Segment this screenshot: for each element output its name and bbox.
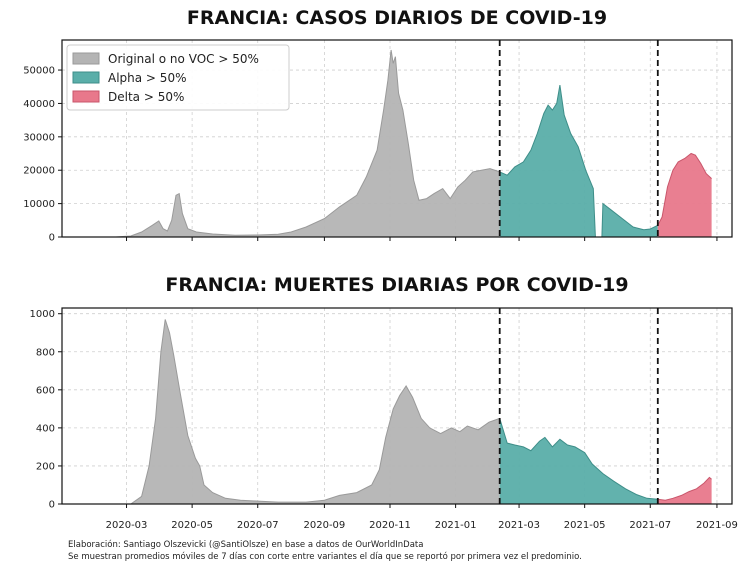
y-tick-label: 40000 — [23, 99, 55, 110]
legend-swatch-original — [72, 52, 100, 65]
deaths-plot: 0 200 400 600 800 1000 2020-03 2020-05 2020-07 20… — [30, 307, 738, 531]
x-tick-label: 2020-05 — [171, 520, 213, 531]
area-delta — [657, 477, 712, 504]
x-tick-label: 2021-03 — [498, 520, 540, 531]
line-delta — [657, 476, 712, 501]
y-tick-label: 0 — [49, 500, 55, 511]
y-tick-label: 50000 — [23, 66, 55, 77]
y-tick-label: 600 — [36, 385, 55, 396]
line-delta — [657, 152, 712, 226]
y-tick-label: 30000 — [23, 132, 55, 143]
line-alpha — [499, 418, 658, 500]
area-original — [86, 50, 500, 237]
x-tick-label: 2020-03 — [106, 520, 148, 531]
area-alpha — [499, 418, 658, 504]
legend-swatch-alpha — [72, 71, 100, 84]
footer-credit: Elaboración: Santiago Olszevicki (@Santi… — [68, 540, 424, 550]
x-tick-label: 2020-07 — [237, 520, 279, 531]
legend-label-delta: Delta > 50% — [108, 90, 184, 104]
deaths-chart-title: FRANCIA: MUERTES DIARIAS POR COVID-19 — [165, 274, 628, 296]
y-tick-label: 200 — [36, 461, 55, 472]
cases-plot: 0 10000 20000 30000 40000 50000 Original o no … — [23, 39, 733, 244]
line-original — [110, 319, 500, 505]
legend-label-alpha: Alpha > 50% — [108, 71, 186, 85]
y-tick-label: 1000 — [30, 309, 55, 320]
y-tick-label: 0 — [49, 233, 55, 244]
x-tick-label: 2021-09 — [696, 520, 738, 531]
line-original — [86, 49, 500, 238]
legend: Original o no VOC > 50% Alpha > 50% Delta … — [66, 44, 290, 111]
y-tick-label: 400 — [36, 423, 55, 434]
area-alpha — [499, 85, 658, 237]
area-original — [110, 319, 500, 504]
y-tick-label: 10000 — [23, 199, 55, 210]
plot-frame — [61, 39, 733, 238]
legend-box — [66, 44, 290, 111]
x-tick-label: 2020-11 — [369, 520, 411, 531]
line-alpha — [499, 85, 659, 238]
legend-label-original: Original o no VOC > 50% — [108, 52, 259, 66]
legend-swatch-delta — [72, 90, 100, 103]
x-tick-label: 2021-01 — [435, 520, 477, 531]
cases-chart-title: FRANCIA: CASOS DIARIOS DE COVID-19 — [187, 7, 607, 29]
x-tick-label: 2020-09 — [304, 520, 346, 531]
x-tick-label: 2021-07 — [629, 520, 671, 531]
y-tick-label: 20000 — [23, 166, 55, 177]
y-tick-label: 800 — [36, 347, 55, 358]
area-delta — [657, 153, 712, 237]
footer-note: Se muestran promedios móviles de 7 días … — [68, 552, 582, 562]
plot-frame — [61, 307, 733, 505]
x-tick-label: 2021-05 — [564, 520, 606, 531]
